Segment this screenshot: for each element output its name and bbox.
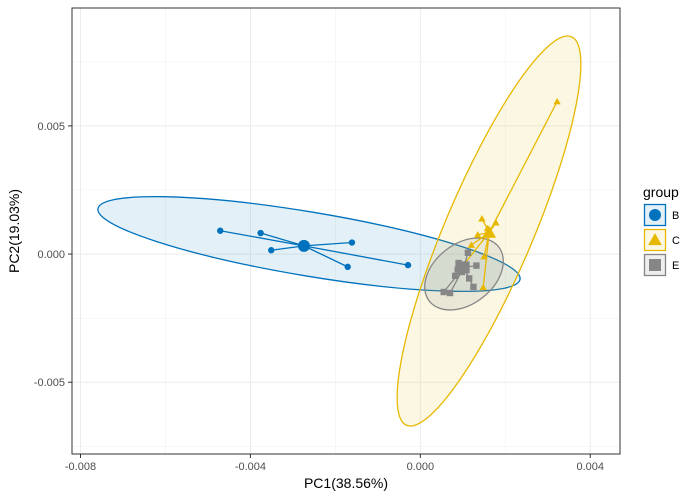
point-group-e [464, 249, 472, 256]
x-tick-label: -0.004 [235, 461, 266, 473]
spoke-group-b [303, 241, 352, 247]
point-group-b [344, 263, 351, 271]
legend: group B C E [643, 184, 680, 277]
centroid-group-e [457, 261, 470, 274]
x-axis-title: PC1(38.56%) [304, 475, 388, 491]
point-group-b [404, 261, 412, 269]
axes: -0.008 -0.004 0.000 0.004 -0.005 0.000 0.005 [34, 121, 604, 473]
x-tick-label: 0.004 [576, 461, 604, 473]
y-tick-label: -0.005 [34, 377, 65, 389]
point-group-b [348, 239, 356, 246]
point-group-c [479, 283, 487, 291]
group-centroids [297, 225, 497, 274]
point-group-c [467, 241, 475, 248]
y-axis-title: PC2(19.03%) [6, 189, 22, 273]
spoke-group-b [260, 232, 305, 247]
point-group-e [470, 283, 477, 291]
spoke-group-b [303, 245, 409, 266]
point-group-e [451, 272, 459, 280]
spoke-group-b [303, 245, 348, 268]
legend-symbol-b [649, 209, 661, 221]
legend-label-e: E [672, 260, 679, 272]
y-tick-label: 0.000 [37, 249, 65, 261]
centroid-group-c [482, 225, 497, 238]
legend-title: group [643, 184, 679, 200]
spoke-group-b [220, 230, 305, 247]
x-tick-label: 0.000 [407, 461, 435, 473]
grid-lines [72, 8, 620, 454]
legend-symbol-c [648, 233, 662, 246]
y-tick-label: 0.005 [37, 121, 65, 133]
point-group-c [474, 231, 482, 238]
spoke-group-c [482, 232, 490, 288]
centroid-group-b [297, 239, 310, 252]
plot-border [71, 7, 621, 455]
point-group-b [268, 247, 275, 254]
point-group-c [492, 219, 500, 226]
legend-symbol-e [649, 259, 661, 271]
x-tick-label: -0.008 [65, 461, 96, 473]
point-group-c [480, 252, 488, 260]
point-group-c [478, 215, 486, 222]
spoke-group-c [488, 101, 558, 233]
point-group-b [217, 227, 224, 234]
legend-label-c: C [672, 235, 680, 247]
spoke-group-c [461, 232, 490, 268]
point-group-e [446, 289, 454, 297]
plot-panel [72, 8, 620, 454]
point-group-e [473, 262, 480, 269]
point-group-c [553, 97, 561, 105]
point-group-e [440, 288, 447, 296]
point-group-e [465, 275, 473, 282]
point-group-b [257, 229, 264, 237]
legend-label-b: B [672, 210, 679, 222]
